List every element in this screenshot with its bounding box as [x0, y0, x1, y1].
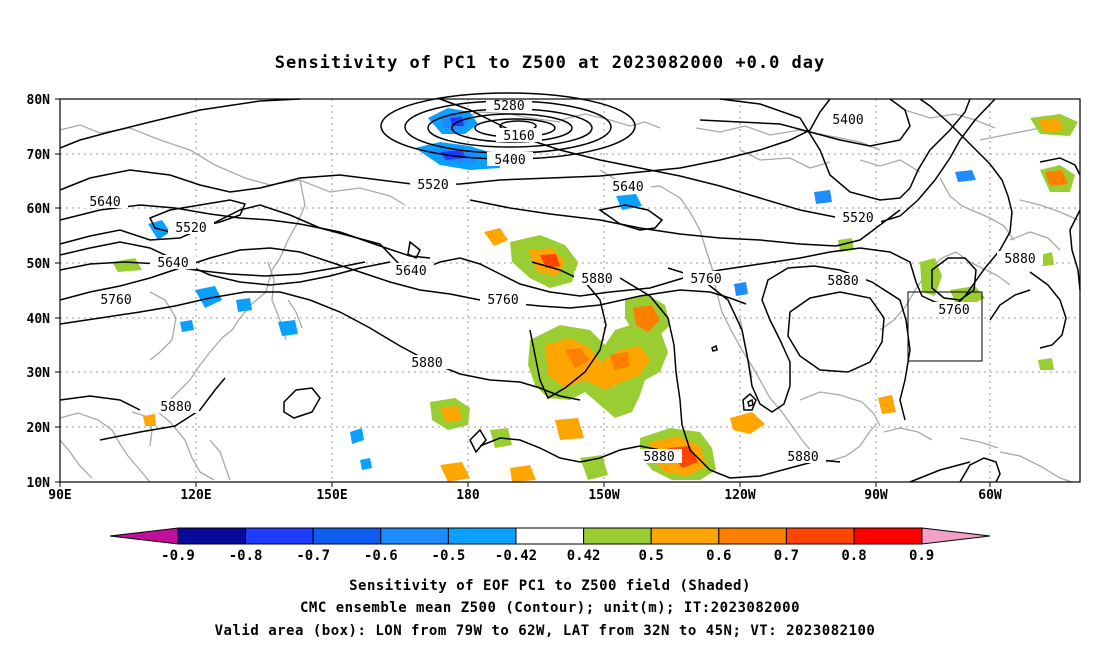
- colorbar-label: -0.9: [161, 548, 195, 564]
- contour-label: 5400: [832, 113, 863, 128]
- contour-label: 5400: [494, 153, 525, 168]
- colorbar-segment: [245, 527, 314, 545]
- colorbar-label: -0.5: [432, 548, 466, 564]
- lon-label: 180: [456, 488, 480, 503]
- lon-label: 120E: [180, 488, 211, 503]
- contour-label: 5880: [827, 274, 858, 289]
- colorbar: -0.9 -0.8 -0.7 -0.6 -0.5 -0.42 0.42 0.5 0.6 0.7 0.…: [109, 527, 991, 564]
- colorbar-segment: [447, 527, 517, 545]
- colorbar-label: 0.8: [841, 548, 866, 564]
- lat-label: 30N: [27, 366, 51, 381]
- colorbar-segment: [718, 527, 787, 545]
- colorbar-label: -0.7: [296, 548, 330, 564]
- longitude-labels: 90E 120E 150E 180 150W 120W 90W 60W: [48, 488, 1002, 503]
- lat-label: 20N: [27, 421, 51, 436]
- colorbar-segment: [853, 527, 923, 545]
- lat-label: 50N: [27, 257, 51, 272]
- contour-label: 5760: [487, 293, 518, 308]
- contour-label: 5760: [938, 303, 969, 318]
- contour-label: 5640: [395, 264, 426, 279]
- colorbar-label: 0.42: [567, 548, 601, 564]
- contour-label: 5880: [787, 450, 818, 465]
- colorbar-label: -0.8: [229, 548, 263, 564]
- contour-label: 5880: [411, 356, 442, 371]
- colorbar-label: 0.7: [774, 548, 799, 564]
- contour-label: 5520: [175, 221, 206, 236]
- figure-title: Sensitivity of PC1 to Z500 at 2023082000…: [275, 53, 826, 73]
- contour-label: 5880: [581, 272, 612, 287]
- contour-label: 5760: [690, 272, 721, 287]
- axis-ticks: [55, 98, 991, 487]
- contour-label: 5880: [643, 450, 674, 465]
- lat-label: 60N: [27, 202, 51, 217]
- colorbar-segment: [583, 527, 652, 545]
- colorbar-label: -0.6: [364, 548, 398, 564]
- map-panel: 5280 5160 5400 5520 5640 5400 5520 5640 …: [59, 92, 1081, 483]
- map-frame: [59, 98, 1081, 483]
- positive-sensitivity-patches: [112, 114, 1078, 482]
- lat-label: 40N: [27, 312, 51, 327]
- contour-label: 5640: [612, 180, 643, 195]
- latitude-labels: 80N 70N 60N 50N 40N 30N 20N 10N: [27, 93, 51, 491]
- contour-label: 5880: [160, 400, 191, 415]
- lat-label: 10N: [27, 476, 51, 491]
- lon-label: 150W: [588, 488, 619, 503]
- colorbar-segment: [650, 527, 720, 545]
- captions: Sensitivity of EOF PC1 to Z500 field (Sh…: [215, 578, 876, 639]
- colorbar-segment: [312, 527, 382, 545]
- lat-label: 70N: [27, 148, 51, 163]
- colorbar-arrow-left: [109, 527, 179, 545]
- contour-label: 5280: [493, 99, 524, 114]
- colorbar-label: 0.9: [909, 548, 934, 564]
- contour-label: 5640: [157, 256, 188, 271]
- colorbar-label: 0.5: [639, 548, 664, 564]
- contour-label: 5520: [842, 211, 873, 226]
- contour-label: 5160: [503, 129, 534, 144]
- colorbar-segments: [177, 527, 923, 545]
- colorbar-label: 0.6: [706, 548, 731, 564]
- contour-label: 5760: [100, 293, 131, 308]
- caption-line-3: Valid area (box): LON from 79W to 62W, L…: [215, 623, 876, 639]
- valid-area-box: [907, 291, 983, 362]
- lon-label: 120W: [724, 488, 755, 503]
- contour-label: 5880: [1004, 252, 1035, 267]
- lon-label: 90E: [48, 488, 71, 503]
- lon-label: 90W: [864, 488, 888, 503]
- colorbar-segment: [177, 527, 247, 545]
- lon-label: 150E: [316, 488, 347, 503]
- colorbar-segment: [380, 527, 449, 545]
- lat-label: 80N: [27, 93, 51, 108]
- colorbar-segment: [785, 527, 855, 545]
- caption-line-2: CMC ensemble mean Z500 (Contour); unit(m…: [300, 600, 800, 616]
- lon-label: 60W: [978, 488, 1002, 503]
- colorbar-segment: [515, 527, 585, 545]
- colorbar-labels: -0.9 -0.8 -0.7 -0.6 -0.5 -0.42 0.42 0.5 0.6 0.7 0.…: [161, 548, 934, 564]
- caption-line-1: Sensitivity of EOF PC1 to Z500 field (Sh…: [349, 578, 751, 594]
- colorbar-arrow-right: [921, 527, 991, 545]
- contour-label: 5520: [417, 178, 448, 193]
- colorbar-label: -0.42: [495, 548, 537, 564]
- contour-label: 5640: [89, 195, 120, 210]
- contour-labels: 5280 5160 5400 5520 5640 5400 5520 5640 …: [82, 98, 1043, 465]
